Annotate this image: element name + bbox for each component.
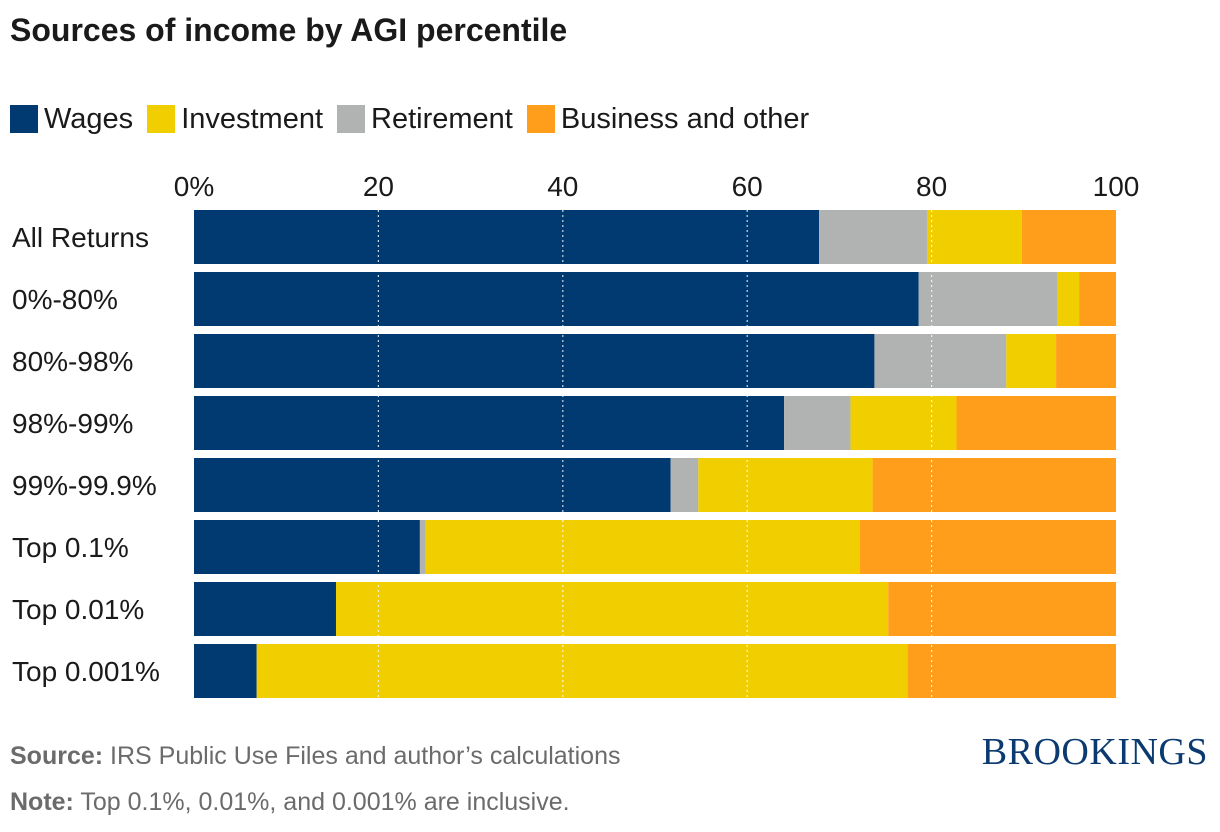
bar-segment-investment <box>850 396 957 450</box>
bar-segment-investment <box>256 644 908 698</box>
category-label: Top 0.1% <box>12 532 129 563</box>
category-label: Top 0.001% <box>12 656 160 687</box>
bar-segment-business-and-other <box>888 582 1116 636</box>
bar-segment-wages <box>194 210 820 264</box>
legend-label-investment: Investment <box>181 102 324 135</box>
bar-segment-investment <box>698 458 873 512</box>
bar-segment-business-and-other <box>1079 272 1116 326</box>
note-line: Note: Top 0.1%, 0.01%, and 0.001% are in… <box>10 784 620 830</box>
bar-segment-retirement <box>918 272 1057 326</box>
x-tick-label: 80 <box>916 171 947 202</box>
bar-segment-retirement <box>874 334 1007 388</box>
bar-segment-investment <box>1056 272 1080 326</box>
chart-title: Sources of income by AGI percentile <box>10 12 568 48</box>
bar-segment-wages <box>194 272 919 326</box>
brookings-logo: BROOKINGS <box>981 731 1208 773</box>
bar-segment-retirement <box>819 210 927 264</box>
bar-segment-investment <box>335 582 889 636</box>
x-tick-label: 20 <box>363 171 394 202</box>
category-label: All Returns <box>12 222 149 253</box>
legend-swatch-business <box>526 105 555 133</box>
legend-swatch-wages <box>10 105 38 133</box>
legend: Wages Investment Retirement Business and… <box>10 100 823 138</box>
note-label: Note: <box>10 788 74 816</box>
bar-segment-business-and-other <box>1056 334 1116 388</box>
legend-item-investment: Investment <box>147 103 323 136</box>
category-label: 0%-80% <box>12 284 118 315</box>
legend-label-wages: Wages <box>44 102 134 135</box>
bar-segment-wages <box>194 458 671 512</box>
bar-segment-investment <box>425 520 860 574</box>
category-label: 99%-99.9% <box>12 470 157 501</box>
bar-segment-wages <box>194 520 420 574</box>
footer: Source: IRS Public Use Files and author’… <box>10 738 620 830</box>
x-tick-label: 0% <box>174 171 214 202</box>
legend-item-retirement: Retirement <box>337 103 513 136</box>
bar-segment-wages <box>194 334 875 388</box>
bar-segment-business-and-other <box>859 520 1116 574</box>
category-label: 98%-99% <box>12 408 133 439</box>
bar-segment-business-and-other <box>1021 210 1116 264</box>
bar-segment-wages <box>194 582 336 636</box>
bar-segment-wages <box>194 644 257 698</box>
x-tick-label: 60 <box>732 171 763 202</box>
bar-segment-investment <box>926 210 1022 264</box>
category-label: 80%-98% <box>12 346 133 377</box>
legend-item-business: Business and other <box>526 102 810 136</box>
x-tick-label: 100 <box>1093 171 1140 202</box>
bar-segment-investment <box>1006 334 1057 388</box>
bar-segment-retirement <box>670 458 699 512</box>
legend-swatch-retirement <box>337 105 366 133</box>
stacked-bar-chart: 0% 20 40 60 80 100 All Returns 0%-80% 80%-98% 98%… <box>12 171 1140 698</box>
category-label: Top 0.01% <box>12 594 144 625</box>
legend-label-retirement: Retirement <box>371 102 513 135</box>
source-line: Source: IRS Public Use Files and author’… <box>10 738 620 784</box>
source-label: Source: <box>10 742 104 770</box>
x-tick-label: 40 <box>547 171 578 202</box>
legend-item-wages: Wages <box>10 103 133 136</box>
bar-segment-business-and-other <box>872 458 1116 512</box>
legend-label-business: Business and other <box>560 102 810 135</box>
note-text: Top 0.1%, 0.01%, and 0.001% are inclusiv… <box>80 788 570 816</box>
bar-segment-retirement <box>419 520 426 574</box>
bar-segment-retirement <box>784 396 851 450</box>
bar-segment-business-and-other <box>956 396 1116 450</box>
legend-swatch-investment <box>147 105 176 133</box>
bar-segment-business-and-other <box>907 644 1116 698</box>
bar-segment-wages <box>194 396 785 450</box>
source-text: IRS Public Use Files and author’s calcul… <box>110 742 621 770</box>
